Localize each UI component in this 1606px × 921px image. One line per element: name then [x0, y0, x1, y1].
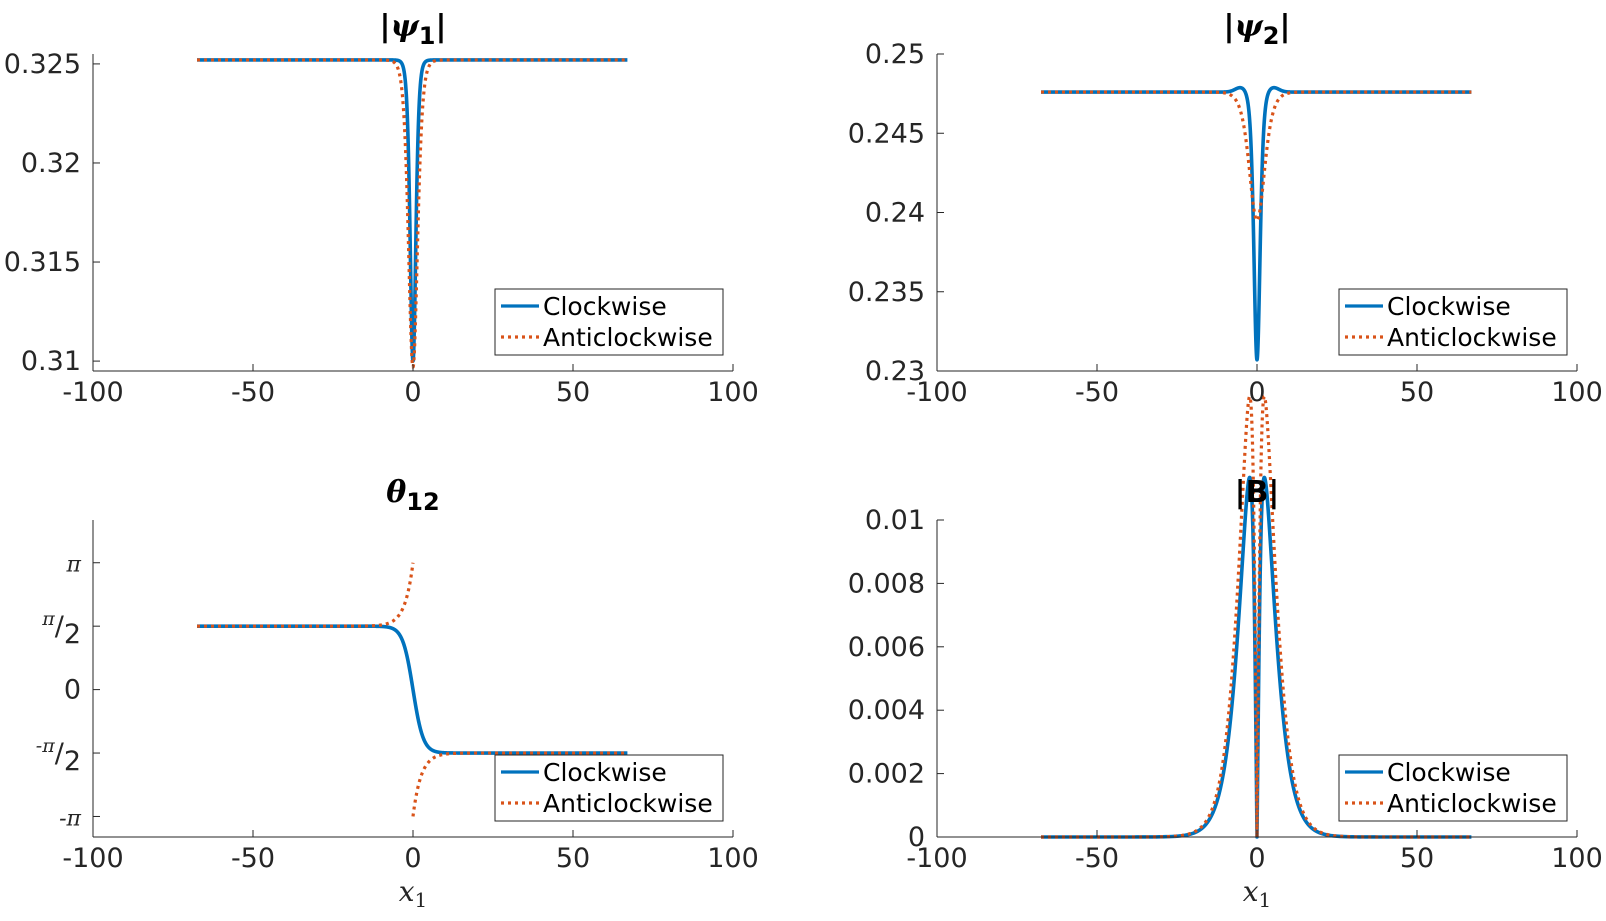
legend-box	[1338, 288, 1568, 356]
y-tick-label: -π	[59, 806, 81, 831]
y-tick-label: 0	[64, 675, 81, 706]
y-tick-label: 0.25	[865, 39, 925, 70]
panel-title: |ψ1|	[380, 9, 447, 50]
y-tick-label: 0	[908, 822, 925, 853]
y-tick-label: π/2	[41, 608, 81, 650]
legend-label-anticlockwise: Anticlockwise	[1387, 323, 1557, 352]
y-tick-label: 0.004	[848, 695, 925, 726]
x-tick-label: 100	[707, 377, 759, 408]
x-tick-label: 0	[404, 843, 421, 874]
y-tick-label: -π/2	[36, 735, 81, 777]
x-tick-label: -50	[231, 843, 275, 874]
panel-title: |B|	[1235, 475, 1280, 510]
y-tick-label: 0.31	[21, 346, 81, 377]
legend-label-anticlockwise: Anticlockwise	[543, 323, 713, 352]
x-tick-label: 100	[1551, 843, 1603, 874]
y-tick-label: 0.23	[865, 356, 925, 387]
x-tick-label: 50	[1400, 843, 1434, 874]
y-tick-label: 0.325	[4, 49, 81, 80]
x-axis-label: x1	[1243, 875, 1272, 912]
x-tick-label: -50	[1075, 843, 1119, 874]
x-tick-label: 0	[404, 377, 421, 408]
series-line-anticlockwise	[197, 562, 628, 817]
legend-label-clockwise: Clockwise	[1387, 758, 1511, 787]
panel-title: θ12	[386, 475, 439, 516]
series-line-anticlockwise	[1041, 394, 1472, 839]
series-line-clockwise	[197, 624, 628, 755]
x-tick-label: 0	[1248, 843, 1265, 874]
y-tick-label: 0.002	[848, 759, 925, 790]
chart-panel-1: -100 -50 0 50 100 0.31 0.315 0.32 0.325 |ψ1| Clock…	[4, 9, 759, 408]
y-tick-label: 0.245	[848, 118, 925, 149]
x-tick-label: -100	[906, 377, 967, 408]
legend-label-clockwise: Clockwise	[1387, 292, 1511, 321]
chart-panel-2: -100 -50 0 50 100 0.23 0.235 0.24 0.245 0.25 |ψ2| C…	[848, 9, 1603, 408]
y-tick-label: π	[66, 553, 82, 578]
x-tick-label: -100	[62, 377, 123, 408]
y-tick-label: 0.235	[848, 277, 925, 308]
x-tick-label: 50	[556, 843, 590, 874]
x-tick-label: -100	[62, 843, 123, 874]
y-tick-label: 0.315	[4, 247, 81, 278]
legend-box	[494, 754, 724, 822]
legend-label-clockwise: Clockwise	[543, 758, 667, 787]
x-tick-label: 50	[1400, 377, 1434, 408]
series-line-anticlockwise	[1041, 90, 1472, 223]
x-tick-label: 100	[1551, 377, 1603, 408]
legend-box	[494, 288, 724, 356]
y-tick-label: 0.32	[21, 148, 81, 179]
x-tick-label: -50	[1075, 377, 1119, 408]
x-tick-label: 100	[707, 843, 759, 874]
legend-box	[1338, 754, 1568, 822]
y-tick-label: 0.24	[865, 198, 925, 229]
x-tick-label: -100	[906, 843, 967, 874]
x-tick-label: -50	[231, 377, 275, 408]
chart-panel-3: -100 -50 0 50 100 -π -π/2 0 π/2 π θ12 x1 ClockwiseAn…	[36, 475, 759, 912]
chart-panel-4: -100 -50 0 50 100 0 0.002 0.004 0.006 0.008 0.01 |B…	[848, 394, 1603, 912]
x-axis-label: x1	[399, 875, 428, 912]
legend-label-anticlockwise: Anticlockwise	[543, 789, 713, 818]
legend-label-clockwise: Clockwise	[543, 292, 667, 321]
x-tick-label: 0	[1248, 377, 1265, 408]
y-tick-label: 0.008	[848, 568, 925, 599]
y-tick-label: 0.01	[865, 505, 925, 536]
x-tick-label: 50	[556, 377, 590, 408]
y-tick-label: 0.006	[848, 632, 925, 663]
legend-label-anticlockwise: Anticlockwise	[1387, 789, 1557, 818]
panel-title: |ψ2|	[1224, 9, 1291, 50]
